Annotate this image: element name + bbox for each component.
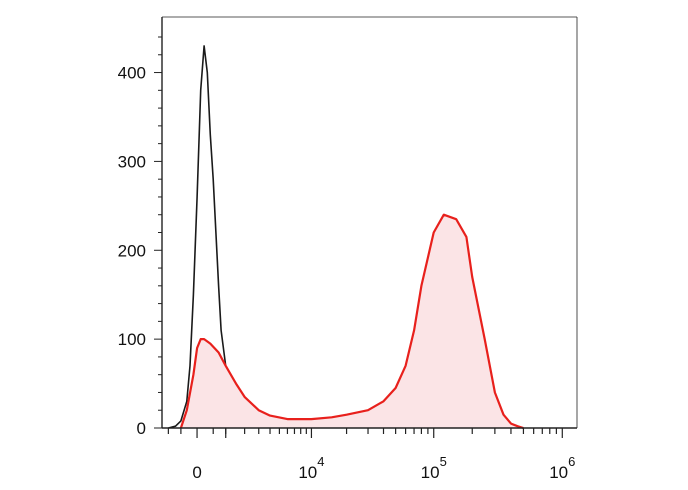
x-tick-label: 104 <box>298 454 324 482</box>
series-1-line <box>179 213 524 430</box>
y-tick-label: 400 <box>118 64 146 83</box>
x-tick-label: 105 <box>421 454 447 482</box>
x-tick-label: 106 <box>549 454 575 482</box>
y-tick-label: 200 <box>118 241 146 260</box>
y-tick-label: 100 <box>118 330 146 349</box>
series-1-area <box>180 214 524 428</box>
y-tick-label: 300 <box>118 152 146 171</box>
x-tick-label: 0 <box>192 463 201 482</box>
y-tick-label: 0 <box>137 419 146 438</box>
